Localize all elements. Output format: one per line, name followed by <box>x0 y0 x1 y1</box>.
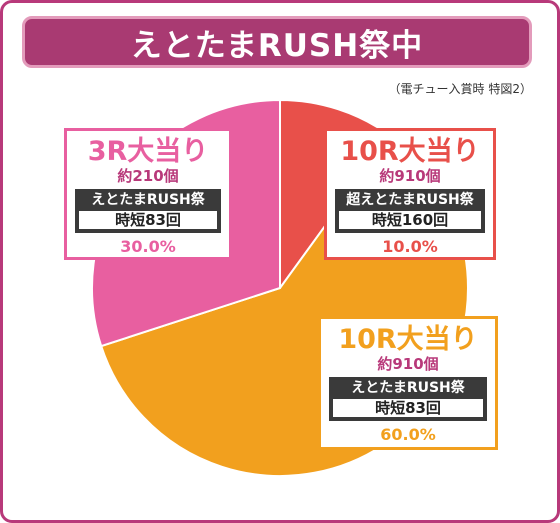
slice-mode: 超えとたまRUSH祭 <box>346 192 474 208</box>
slice-percent: 60.0% <box>380 425 436 444</box>
chart-title: えとたまRUSH祭中 <box>22 16 532 68</box>
mode-bar: えとたまRUSH祭 時短83回 <box>75 189 221 233</box>
slice-label: 10R大当り <box>340 136 480 167</box>
slice-label: 10R大当り <box>338 324 478 355</box>
slice-time: 時短83回 <box>79 211 217 229</box>
slice-label: 3R大当り <box>87 136 209 167</box>
slice-mode: えとたまRUSH祭 <box>351 380 465 396</box>
slice-mode: えとたまRUSH祭 <box>91 192 205 208</box>
slice-time: 時短160回 <box>339 211 481 229</box>
callout-3r: 3R大当り 約210個 えとたまRUSH祭 時短83回 30.0% <box>64 128 232 260</box>
slice-payout: 約910個 <box>379 167 441 185</box>
mode-bar: 超えとたまRUSH祭 時短160回 <box>335 189 485 233</box>
condition-note: （電チュー入賞時 特図2） <box>388 82 532 96</box>
callout-10r-super: 10R大当り 約910個 超えとたまRUSH祭 時短160回 10.0% <box>324 128 496 260</box>
slice-percent: 30.0% <box>120 237 176 256</box>
slice-percent: 10.0% <box>382 237 438 256</box>
slice-payout: 約910個 <box>377 355 439 373</box>
slice-payout: 約210個 <box>117 167 179 185</box>
mode-bar: えとたまRUSH祭 時短83回 <box>329 377 487 421</box>
callout-10r: 10R大当り 約910個 えとたまRUSH祭 時短83回 60.0% <box>318 316 498 450</box>
slice-time: 時短83回 <box>333 399 483 417</box>
